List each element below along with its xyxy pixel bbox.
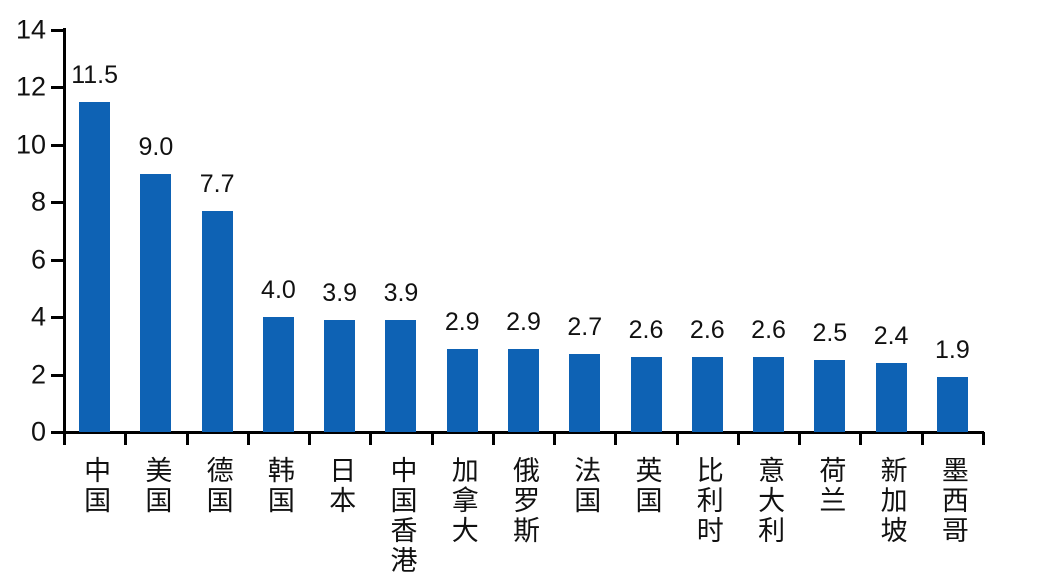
y-axis-tick-label: 14 xyxy=(15,14,46,45)
y-axis-tick xyxy=(51,431,63,434)
x-axis-tick xyxy=(246,432,250,445)
y-axis-tick xyxy=(51,373,63,377)
bar xyxy=(446,348,478,432)
y-axis-tick xyxy=(51,143,63,147)
bar xyxy=(814,360,846,432)
x-axis-tick xyxy=(859,432,863,445)
bar xyxy=(753,357,785,432)
y-axis-tick-label: 0 xyxy=(30,416,46,447)
bar xyxy=(79,101,111,432)
x-axis-tick xyxy=(63,432,66,445)
x-axis-category-label: 中国 xyxy=(80,456,111,516)
x-axis-category-label: 意大利 xyxy=(754,456,785,546)
x-axis-tick xyxy=(553,432,557,445)
bar-value-label: 2.5 xyxy=(812,319,848,348)
bar xyxy=(201,210,233,432)
x-axis-tick xyxy=(736,432,740,445)
x-axis-category-label: 加拿大 xyxy=(447,456,478,546)
bar-value-label: 2.9 xyxy=(506,307,541,336)
x-axis-tick xyxy=(185,432,189,445)
bar-value-label: 2.7 xyxy=(567,313,603,342)
y-axis-tick xyxy=(51,201,63,205)
bar-value-label: 2.6 xyxy=(751,316,786,345)
x-axis-tick xyxy=(798,432,802,445)
bar xyxy=(691,357,723,432)
x-axis-category-label: 比利时 xyxy=(692,456,723,546)
x-axis-category-label: 新加坡 xyxy=(876,456,907,546)
bar-value-label: 4.0 xyxy=(261,276,296,305)
x-axis-category-label: 俄罗斯 xyxy=(509,456,539,546)
y-axis-line xyxy=(63,28,66,435)
x-axis-tick xyxy=(982,432,985,445)
bar xyxy=(569,354,601,432)
x-axis-category-label: 中国香港 xyxy=(386,456,417,576)
bar-value-label: 3.9 xyxy=(322,279,358,307)
y-axis-tick-label: 2 xyxy=(30,359,46,390)
x-axis-tick xyxy=(920,432,924,445)
x-axis-tick xyxy=(124,432,128,445)
bar-value-label: 1.9 xyxy=(934,336,970,365)
y-axis-tick xyxy=(51,316,63,320)
bar xyxy=(140,173,172,432)
x-axis-tick xyxy=(614,432,618,445)
bar-value-label: 2.4 xyxy=(873,322,909,351)
bar-value-label: 2.9 xyxy=(444,307,480,336)
y-axis-tick-label: 6 xyxy=(30,244,46,275)
bar-value-label: 3.9 xyxy=(383,279,419,307)
bar xyxy=(630,357,662,432)
x-axis-category-label: 美国 xyxy=(141,456,172,516)
x-axis-category-label: 韩国 xyxy=(263,456,294,516)
x-axis-tick xyxy=(369,432,373,445)
y-axis-tick xyxy=(51,29,63,32)
y-axis-tick-label: 12 xyxy=(15,71,46,102)
x-axis-category-label: 墨西哥 xyxy=(937,456,968,546)
x-axis-category-label: 英国 xyxy=(631,456,662,516)
y-axis-tick xyxy=(51,258,63,262)
y-axis-tick xyxy=(51,86,63,90)
bar-value-label: 2.6 xyxy=(628,316,664,345)
y-axis-tick-label: 8 xyxy=(30,186,46,217)
bar xyxy=(324,320,356,432)
bar xyxy=(508,348,539,432)
bar xyxy=(262,317,294,432)
x-axis-tick xyxy=(675,432,679,445)
bar-value-label: 11.5 xyxy=(71,60,119,89)
bar xyxy=(385,320,417,432)
bar-value-label: 9.0 xyxy=(138,132,174,161)
x-axis-category-label: 日本 xyxy=(325,456,356,516)
bar-value-label: 7.7 xyxy=(199,169,235,198)
x-axis-category-label: 法国 xyxy=(570,456,601,516)
x-axis-tick xyxy=(308,432,312,445)
x-axis-tick xyxy=(430,432,434,445)
bar xyxy=(875,363,907,432)
x-axis-category-label: 荷兰 xyxy=(815,456,846,516)
y-axis-tick-label: 10 xyxy=(15,129,46,160)
bar xyxy=(936,377,968,432)
x-axis-line xyxy=(63,431,984,434)
y-axis-tick-label: 4 xyxy=(30,301,46,332)
bar-value-label: 2.6 xyxy=(689,316,725,345)
x-axis-category-label: 德国 xyxy=(202,456,233,516)
x-axis-tick xyxy=(491,432,495,445)
